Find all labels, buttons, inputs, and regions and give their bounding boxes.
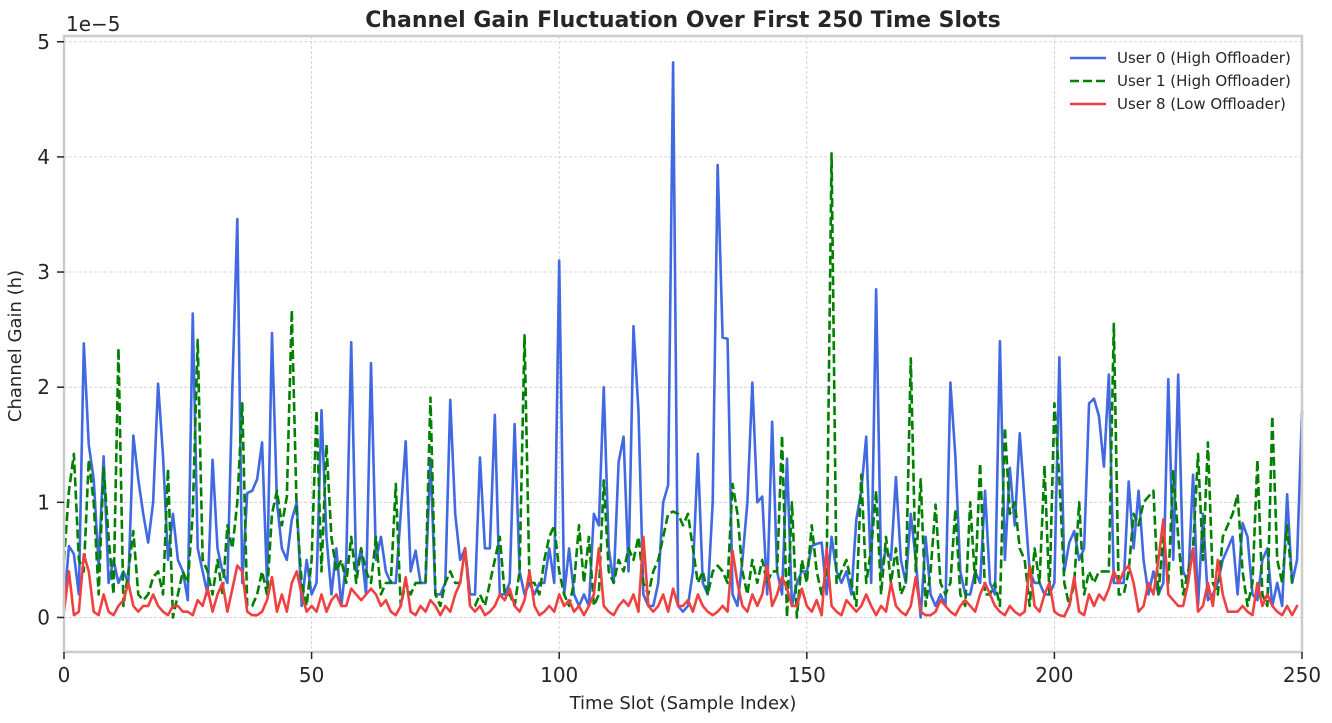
y-axis-label: Channel Gain (h) bbox=[5, 270, 26, 422]
series-line-user-1 bbox=[62, 152, 1294, 619]
legend-label: User 1 (High Offloader) bbox=[1117, 72, 1291, 90]
chart-title: Channel Gain Fluctuation Over First 250 … bbox=[365, 8, 1001, 33]
y-offset-text: 1e−5 bbox=[66, 12, 121, 36]
y-tick-label: 1 bbox=[37, 490, 50, 514]
x-axis-label: Time Slot (Sample Index) bbox=[569, 693, 797, 714]
axes-frame bbox=[62, 34, 1304, 654]
y-tick-label: 0 bbox=[37, 605, 50, 629]
legend-label: User 8 (Low Offloader) bbox=[1117, 95, 1286, 113]
legend: User 0 (High Offloader) User 1 (High Offl… bbox=[1070, 49, 1291, 113]
y-tick-label: 4 bbox=[37, 145, 50, 169]
series-line-user-0 bbox=[62, 61, 1304, 619]
x-tick-label: 50 bbox=[299, 663, 324, 687]
legend-label: User 0 (High Offloader) bbox=[1117, 49, 1291, 67]
tick-layer: 0 50 100 150 200 250 0 1 2 3 4 5 bbox=[37, 30, 1321, 687]
y-tick-label: 3 bbox=[37, 260, 50, 284]
x-tick-label: 0 bbox=[58, 663, 71, 687]
plot-frame bbox=[62, 34, 1304, 654]
y-tick-label: 2 bbox=[37, 375, 50, 399]
x-tick-label: 100 bbox=[540, 663, 578, 687]
grid-layer bbox=[63, 36, 1303, 652]
y-tick-label: 5 bbox=[37, 30, 50, 54]
x-tick-label: 150 bbox=[788, 663, 826, 687]
series-layer bbox=[62, 61, 1304, 619]
series-line-user-2 bbox=[62, 518, 1299, 618]
x-tick-label: 250 bbox=[1283, 663, 1321, 687]
x-tick-label: 200 bbox=[1035, 663, 1073, 687]
